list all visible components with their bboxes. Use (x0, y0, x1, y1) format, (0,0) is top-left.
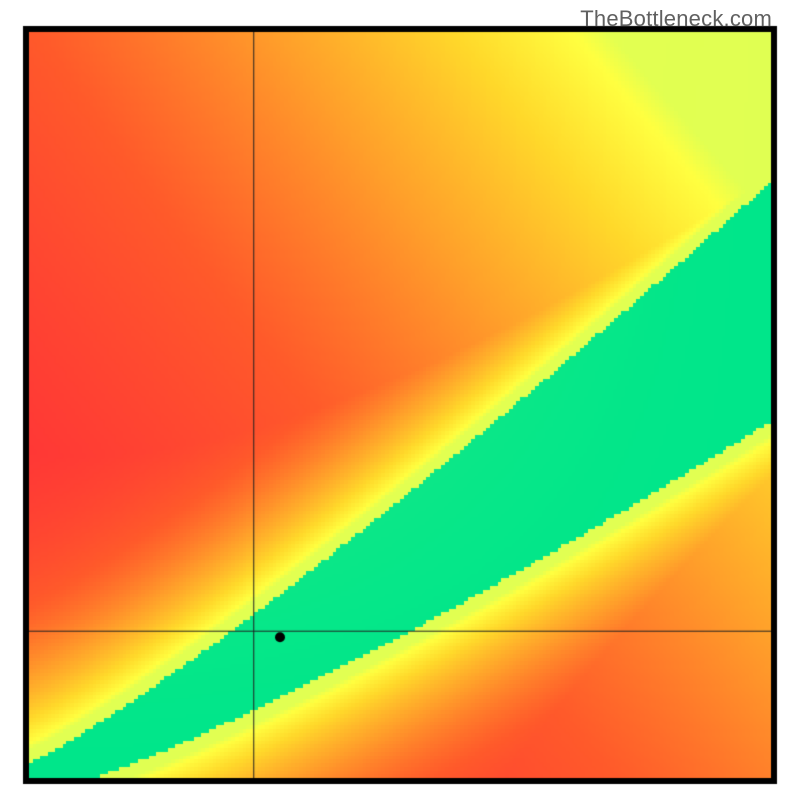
chart-container: TheBottleneck.com (0, 0, 800, 800)
bottleneck-heatmap (0, 0, 800, 800)
watermark-label: TheBottleneck.com (580, 6, 772, 32)
